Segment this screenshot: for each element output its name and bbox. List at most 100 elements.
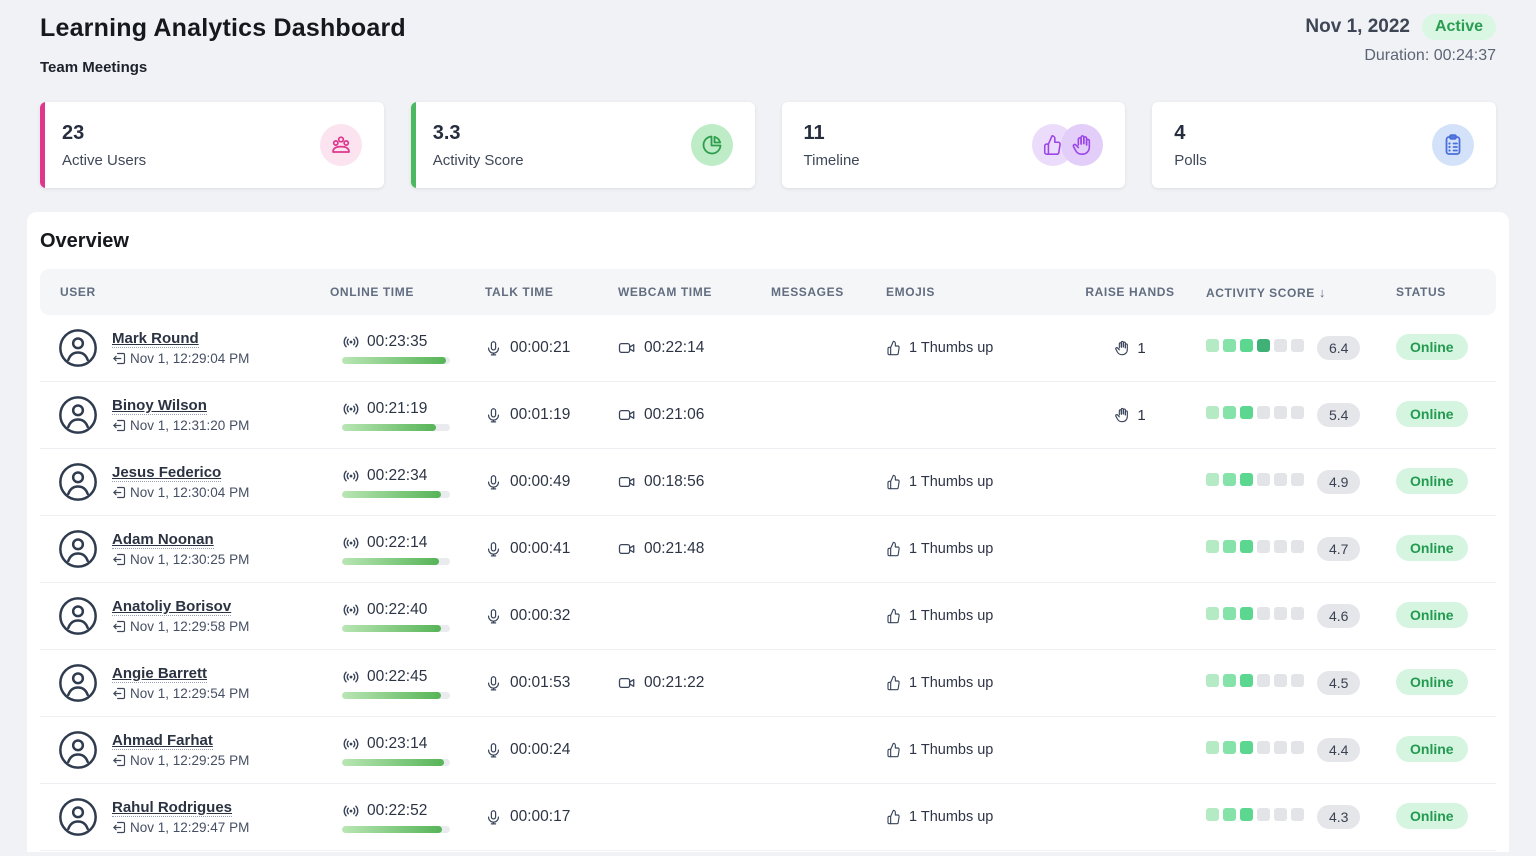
col-activity-score-label: ACTIVITY SCORE [1206, 285, 1315, 300]
user-name-link[interactable]: Adam Noonan [112, 530, 214, 549]
activity-score-cell: 6.4 [1206, 336, 1396, 360]
user-name-link[interactable]: Rahul Rodrigues [112, 798, 233, 817]
login-icon [112, 619, 127, 634]
emojis-cell: 1 Thumbs up [886, 742, 1054, 758]
broadcast-icon [342, 333, 360, 351]
col-activity-score[interactable]: ACTIVITY SCORE ↓ [1206, 285, 1396, 300]
user-name-link[interactable]: Jesus Federico [112, 463, 222, 482]
score-square [1223, 473, 1236, 486]
score-square [1274, 339, 1287, 352]
talk-time-cell: 00:00:17 [485, 808, 618, 826]
online-time-cell: 00:22:34 [330, 467, 485, 498]
users-icon [319, 124, 362, 166]
active-users-value: 23 [62, 121, 85, 144]
emojis-value: 1 Thumbs up [909, 809, 994, 825]
broadcast-icon [342, 802, 360, 820]
thumbs-up-icon [886, 608, 902, 624]
user-joined: Nov 1, 12:29:54 PM [112, 686, 249, 701]
col-user[interactable]: USER [60, 285, 96, 299]
login-icon [112, 552, 127, 567]
score-square [1206, 741, 1219, 754]
score-pill: 4.5 [1317, 671, 1361, 695]
online-progress-fill [342, 825, 443, 833]
user-joined: Nov 1, 12:29:04 PM [112, 351, 249, 366]
online-status-badge: Online [1396, 736, 1468, 762]
table-row: Mark Round Nov 1, 12:29:04 PM 00:23:35 [40, 315, 1496, 382]
user-name-link[interactable]: Angie Barrett [112, 664, 208, 683]
user-cell: Rahul Rodrigues Nov 1, 12:29:47 PM [40, 797, 330, 837]
activity-score-cell: 4.9 [1206, 470, 1396, 494]
webcam-time-cell: 00:22:14 [618, 339, 771, 357]
video-camera-icon [618, 406, 636, 424]
activity-score-cell: 4.6 [1206, 604, 1396, 628]
online-status-badge: Online [1396, 401, 1468, 427]
polls-value: 4 [1174, 121, 1186, 144]
overview-title: Overview [40, 230, 129, 252]
avatar-person-icon [58, 663, 98, 703]
online-progress-track [342, 490, 450, 498]
score-square [1257, 540, 1270, 553]
avatar-person-icon [58, 797, 98, 837]
online-progress-track [342, 691, 450, 699]
online-progress-fill [342, 423, 436, 431]
join-time: Nov 1, 12:29:25 PM [130, 753, 250, 769]
sort-desc-icon[interactable]: ↓ [1318, 284, 1326, 300]
status-cell: Online [1396, 669, 1496, 695]
score-square [1240, 339, 1253, 352]
talk-time-value: 00:00:21 [510, 339, 571, 356]
col-talk-time[interactable]: TALK TIME [485, 285, 554, 299]
talk-time-cell: 00:00:32 [485, 607, 618, 625]
table-header: USER ONLINE TIME TALK TIME WEBCAM TIME M… [40, 269, 1496, 315]
col-status[interactable]: STATUS [1396, 285, 1446, 299]
login-icon [112, 418, 127, 433]
user-name-link[interactable]: Mark Round [112, 329, 199, 348]
clipboard-icon [1432, 124, 1474, 166]
score-square [1291, 473, 1304, 486]
score-pill: 4.7 [1317, 537, 1361, 561]
table-row: Angie Barrett Nov 1, 12:29:54 PM 00:22:4… [40, 650, 1496, 717]
score-square [1240, 406, 1253, 419]
online-time-cell: 00:21:19 [330, 400, 485, 431]
online-progress-fill [342, 557, 440, 565]
col-emojis[interactable]: EMOJIS [886, 285, 935, 299]
login-icon [112, 686, 127, 701]
raise-hands-value: 1 [1137, 339, 1146, 357]
score-squares [1206, 540, 1308, 558]
user-name-link[interactable]: Ahmad Farhat [112, 731, 213, 750]
user-name-link[interactable]: Anatoliy Borisov [112, 597, 232, 616]
thumbs-up-icon [886, 541, 902, 557]
broadcast-icon [342, 735, 360, 753]
login-icon [112, 820, 127, 835]
mic-icon [485, 541, 502, 558]
score-square [1274, 540, 1287, 553]
table-row: Anatoliy Borisov Nov 1, 12:29:58 PM 00:2… [40, 583, 1496, 650]
col-online-time[interactable]: ONLINE TIME [330, 285, 414, 299]
user-cell: Jesus Federico Nov 1, 12:30:04 PM [40, 462, 330, 502]
score-square [1257, 808, 1270, 821]
user-name-link[interactable]: Binoy Wilson [112, 396, 207, 415]
col-raise-hands[interactable]: RAISE HANDS [1085, 285, 1175, 299]
status-cell: Online [1396, 602, 1496, 628]
activity-score-label: Activity Score [432, 151, 524, 169]
emojis-cell: 1 Thumbs up [886, 809, 1054, 825]
score-square [1223, 406, 1236, 419]
score-square [1291, 674, 1304, 687]
col-webcam-time[interactable]: WEBCAM TIME [618, 285, 712, 299]
talk-time-cell: 00:00:24 [485, 741, 618, 759]
online-status-badge: Online [1396, 334, 1468, 360]
score-square [1223, 607, 1236, 620]
col-messages[interactable]: MESSAGES [771, 285, 844, 299]
online-time-value: 00:22:34 [367, 466, 428, 484]
online-progress-track [342, 356, 450, 364]
online-time-value: 00:22:14 [367, 533, 428, 551]
emojis-value: 1 Thumbs up [909, 742, 994, 758]
stat-card-active-users: 23 Active Users [40, 102, 384, 188]
score-pill: 6.4 [1317, 336, 1361, 360]
thumbs-up-icon [886, 340, 902, 356]
online-time-cell: 00:22:14 [330, 534, 485, 565]
score-square [1240, 607, 1253, 620]
score-square [1257, 406, 1270, 419]
score-square [1240, 540, 1253, 553]
score-square [1223, 674, 1236, 687]
activity-score-cell: 5.4 [1206, 403, 1396, 427]
